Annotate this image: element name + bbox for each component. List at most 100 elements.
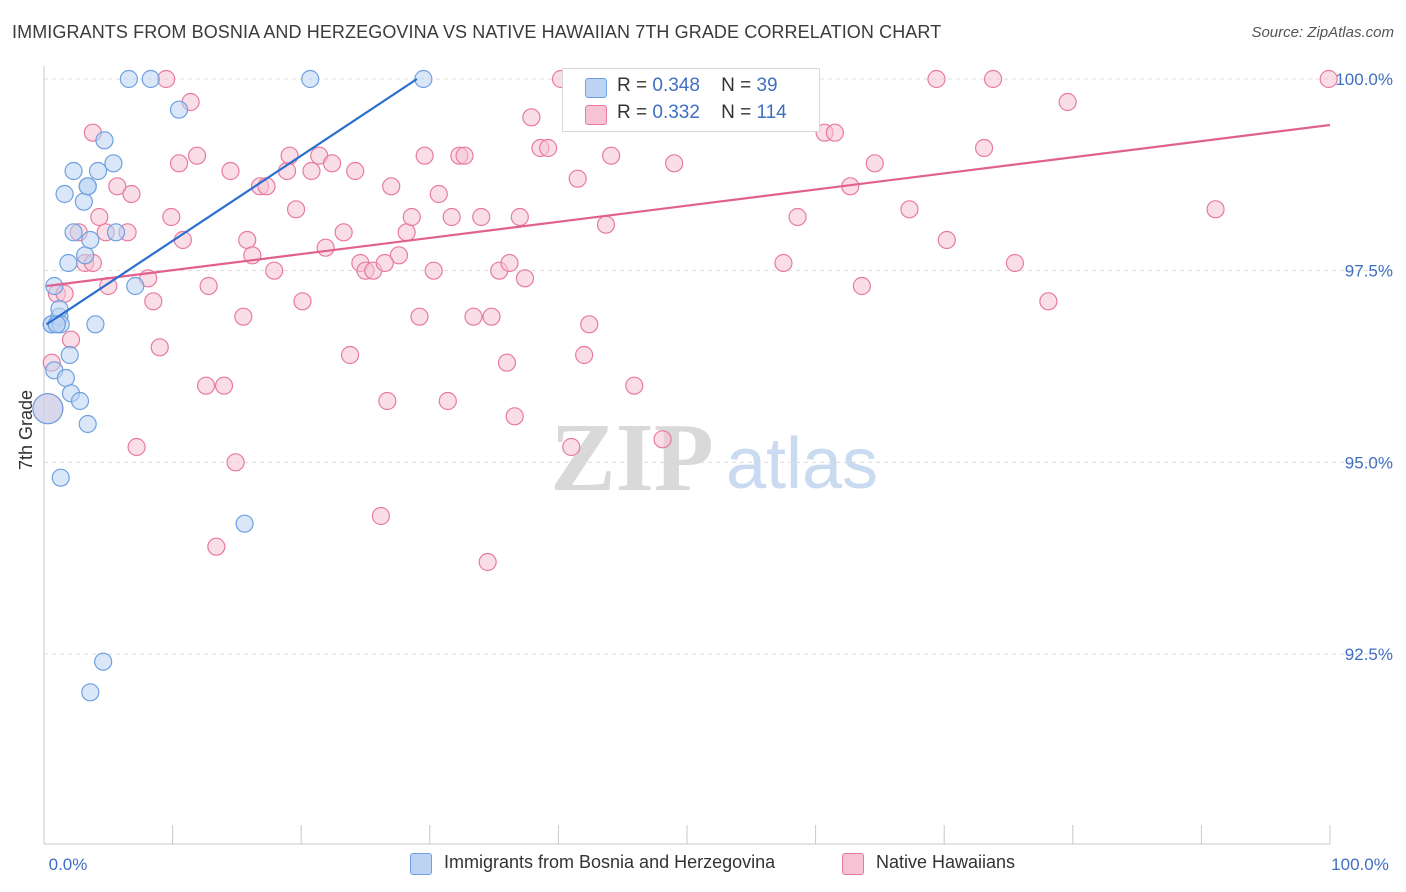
legend-n-label: N = xyxy=(721,102,752,123)
hawaiian-point xyxy=(169,154,189,173)
hawaiian-point xyxy=(234,307,253,326)
hawaiian-point xyxy=(226,453,245,472)
hawaiian-point xyxy=(580,315,599,334)
hawaiian-point xyxy=(472,207,491,227)
legend-r-label: R = xyxy=(617,75,648,96)
hawaiian-point xyxy=(482,307,501,326)
bottom-legend-label: Immigrants from Bosnia and Herzegovina xyxy=(444,852,776,872)
hawaiian-point xyxy=(257,177,276,196)
legend-r-value: 0.348 xyxy=(652,75,700,96)
hawaiian-point xyxy=(378,391,397,411)
hawaiian-point xyxy=(199,276,218,296)
bosnia-point xyxy=(55,184,74,204)
bosnia-point xyxy=(169,100,189,119)
bosnia-point xyxy=(86,315,105,334)
bosnia-point xyxy=(70,391,90,411)
bosnia-point xyxy=(94,652,113,671)
hawaiian-point xyxy=(625,376,644,395)
x-tick-label: 100.0% xyxy=(1331,855,1389,874)
bottom-legend-swatch-pink xyxy=(842,853,864,875)
hawaiian-point xyxy=(214,376,234,395)
hawaiian-point xyxy=(442,207,461,227)
hawaiian-point xyxy=(61,330,81,349)
bosnia-point xyxy=(74,192,93,211)
hawaiian-point xyxy=(302,161,321,181)
hawaiian-point xyxy=(162,207,181,227)
hawaiian-point xyxy=(852,276,871,296)
bottom-legend-label: Native Hawaiians xyxy=(876,852,1016,872)
hawaiian-point xyxy=(562,437,581,457)
hawaiian-point xyxy=(1005,253,1025,273)
bottom-legend-swatch-blue xyxy=(410,853,432,875)
hawaiian-point xyxy=(788,207,807,227)
hawaiian-point xyxy=(1039,292,1058,311)
watermark-atlas: atlas xyxy=(726,424,878,504)
hawaiian-point xyxy=(424,261,443,280)
legend-n-value: 39 xyxy=(756,75,778,96)
bosnia-point xyxy=(106,223,126,242)
tick-labels: 92.5% 95.0% 97.5% 100.0% 0.0% 100.0% xyxy=(49,70,1393,874)
hawaiian-point xyxy=(389,246,409,265)
source-credit: Source: ZipAtlas.com xyxy=(1251,24,1394,41)
hawaiian-point xyxy=(221,161,240,181)
hawaiian-point xyxy=(90,207,109,227)
hawaiians-trend-line xyxy=(46,123,1331,288)
hawaiian-point xyxy=(127,437,146,457)
bosnia-point xyxy=(81,230,100,250)
y-tick-label: 97.5% xyxy=(1345,262,1393,281)
hawaiian-point xyxy=(410,307,429,326)
hawaiian-point xyxy=(265,261,284,280)
bosnia-point xyxy=(64,161,83,181)
hawaiian-point xyxy=(602,146,621,165)
hawaiian-point xyxy=(280,146,299,165)
bosnia-point xyxy=(88,161,108,181)
hawaiian-point xyxy=(515,269,535,288)
bosnia-point xyxy=(32,393,64,425)
hawaiian-point xyxy=(568,169,587,188)
hawaiian-point xyxy=(500,253,519,273)
hawaiian-point xyxy=(397,223,416,242)
hawaiian-point xyxy=(1206,200,1225,219)
hawaiian-point xyxy=(122,184,141,204)
hawaiian-point xyxy=(510,207,529,227)
bosnia-point xyxy=(51,468,70,487)
bosnia-point xyxy=(81,683,100,702)
hawaiian-point xyxy=(505,407,524,426)
hawaiian-point xyxy=(382,177,401,196)
y-tick-label: 100.0% xyxy=(1335,70,1393,89)
legend-r-value: 0.332 xyxy=(652,102,700,123)
chart-title: IMMIGRANTS FROM BOSNIA AND HERZEGOVINA V… xyxy=(12,22,942,42)
bosnia-point xyxy=(104,154,123,173)
hawaiian-point xyxy=(455,146,474,165)
hawaiian-point xyxy=(402,207,421,227)
bosnia-point xyxy=(60,345,79,365)
hawaiian-point xyxy=(478,552,497,572)
grid-layer xyxy=(44,78,1394,655)
y-axis-label: 7th Grade xyxy=(16,389,36,470)
hawaiian-point xyxy=(150,338,169,357)
bosnia-trend-line xyxy=(45,78,418,326)
legend-swatch-blue xyxy=(585,78,607,98)
hawaiian-point xyxy=(937,230,956,250)
bosnia-point xyxy=(78,177,97,196)
bosnia-point xyxy=(126,276,145,296)
watermark: ZIP atlas xyxy=(550,404,878,512)
hawaiian-point xyxy=(865,154,884,173)
stats-legend: R = 0.348 N = 39 R = 0.332 N = 114 xyxy=(562,68,820,132)
hawaiian-point xyxy=(346,161,365,181)
hawaiian-point xyxy=(1058,92,1077,112)
hawaiian-point xyxy=(900,200,919,219)
bosnia-point xyxy=(64,223,83,242)
bosnia-point xyxy=(301,69,320,89)
x-tick-label: 0.0% xyxy=(49,855,88,874)
hawaiian-point xyxy=(983,69,1003,89)
bosnia-point xyxy=(56,368,75,388)
hawaiian-point xyxy=(596,215,616,234)
trend-lines xyxy=(45,78,1331,326)
bosnia-point xyxy=(59,253,78,273)
hawaiian-point xyxy=(774,253,793,273)
hawaiian-point xyxy=(144,292,163,311)
bosnia-points xyxy=(32,69,433,702)
hawaiian-point xyxy=(371,506,391,526)
hawaiian-point xyxy=(157,69,176,89)
